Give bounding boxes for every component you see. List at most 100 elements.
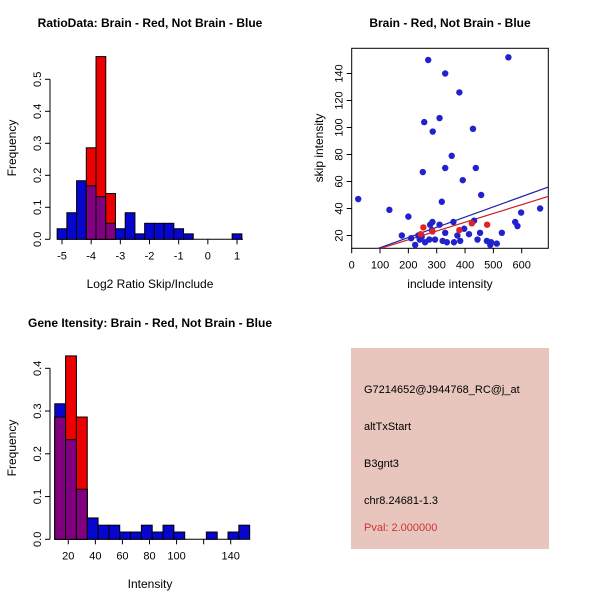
hist-bar-blue [86,517,99,540]
hist-bar-overlap [85,185,97,240]
hist-bar-blue [231,233,243,240]
data-point [493,240,500,247]
hist-bar-blue [140,524,153,540]
hist-bar-blue [173,228,185,240]
pval-text: Pval: 2.000000 [364,522,438,534]
axis-ticks [346,73,523,254]
data-point [483,221,491,228]
data-point [450,239,458,246]
hist-bar-blue [183,233,194,240]
y-axis-label: skip intensity [312,113,326,183]
data-point [420,224,427,231]
svg-text:-5: -5 [57,250,67,262]
hist-bar-blue [66,212,78,240]
hist-bar-blue [108,524,121,540]
hist-bar-blue [114,228,126,240]
svg-text:0.4: 0.4 [32,361,44,376]
hist-bar-blue [124,212,136,240]
data-point [419,168,427,176]
gene-symbol-text: B3gnt3 [364,458,399,470]
data-point [429,228,436,235]
data-point [411,241,419,249]
panel-intensity-scatter: Brain - Red, Not Brain - Blue 0 100 200 300… [300,0,600,300]
data-point [477,191,485,199]
y-tick-labels: 0.0 0.1 0.2 0.3 0.4 [32,361,44,547]
svg-text:0.3: 0.3 [32,403,44,418]
svg-text:20: 20 [334,229,346,241]
locus-text: chr8.24681-1.3 [364,495,438,507]
data-point [443,239,451,246]
panel-ratio-histogram: RatioData: Brain - Red, Not Brain - Blue… [0,0,300,300]
svg-text:-1: -1 [174,250,184,262]
hist-bar-blue [76,180,87,240]
data-point [460,225,468,232]
svg-text:0.4: 0.4 [32,104,44,119]
data-point [429,218,436,226]
hist-bar-blue [205,531,218,540]
hist-bar-overlap [105,222,116,240]
svg-text:0: 0 [349,259,355,271]
ratio-histogram-plot: -5 -4 -3 -2 -1 0 1 0.0 0.1 0.2 0.3 0.4 0.5 [32,56,243,262]
y-tick-labels: 0.0 0.1 0.2 0.3 0.4 0.5 [32,72,44,247]
data-point [436,221,443,228]
data-point [436,114,443,122]
svg-text:100: 100 [334,118,346,136]
svg-text:80: 80 [334,148,346,160]
svg-text:0.3: 0.3 [32,136,44,151]
event-type-text: altTxStart [364,421,412,433]
svg-text:140: 140 [222,550,240,562]
hist-bar-overlap [95,196,107,240]
hist-bar-blue [162,524,175,540]
data-point [498,229,506,236]
data-point [441,164,449,172]
data-point [417,230,425,238]
svg-text:0.1: 0.1 [32,200,44,215]
svg-text:20: 20 [62,550,74,562]
data-point [448,152,455,160]
svg-text:120: 120 [334,91,346,109]
hist-bar-blue [238,524,251,540]
hist-bar-blue [119,531,132,540]
svg-text:-2: -2 [145,250,155,262]
data-point [514,222,521,230]
y-tick-labels: 20 40 60 80 100 120 140 [334,64,346,241]
data-point [456,89,463,96]
svg-text:0.2: 0.2 [32,446,44,461]
chart-title: Gene Itensity: Brain - Red, Not Brain - … [27,316,273,330]
plot-box [351,47,549,249]
svg-text:300: 300 [428,259,446,271]
svg-text:-3: -3 [115,250,125,262]
hist-bar-overlap [65,439,77,540]
data-point [454,232,461,239]
svg-text:200: 200 [399,259,417,271]
svg-text:500: 500 [484,259,502,271]
data-point [468,220,476,227]
data-point [457,237,464,245]
regression-lines [376,186,549,249]
scatter-points-brain [417,220,491,238]
data-point [386,206,393,214]
x-tick-labels: 0 100 200 300 400 500 600 [349,259,531,271]
data-point [438,198,445,205]
svg-text:0.0: 0.0 [32,532,44,547]
intensity-scatter-plot: 0 100 200 300 400 500 600 20 40 60 80 100 120 140 [334,47,549,271]
hist-bars [54,355,251,540]
x-axis-label: include intensity [407,277,493,291]
data-point [472,164,479,172]
hist-bar-blue [144,222,155,240]
svg-text:0.1: 0.1 [32,489,44,504]
x-tick-labels: 20 40 60 80 100 140 [62,550,240,562]
svg-text:0: 0 [205,250,211,262]
data-point [476,229,484,236]
svg-text:60: 60 [116,550,128,562]
hist-bar-overlap [75,488,88,540]
data-point [407,235,415,242]
data-point [429,128,436,135]
data-point [469,125,477,133]
svg-text:1: 1 [234,250,240,262]
y-axis-label: Frequency [5,419,19,477]
data-point [441,70,449,77]
data-point [474,236,481,243]
data-point [517,209,525,216]
data-point [450,218,457,226]
